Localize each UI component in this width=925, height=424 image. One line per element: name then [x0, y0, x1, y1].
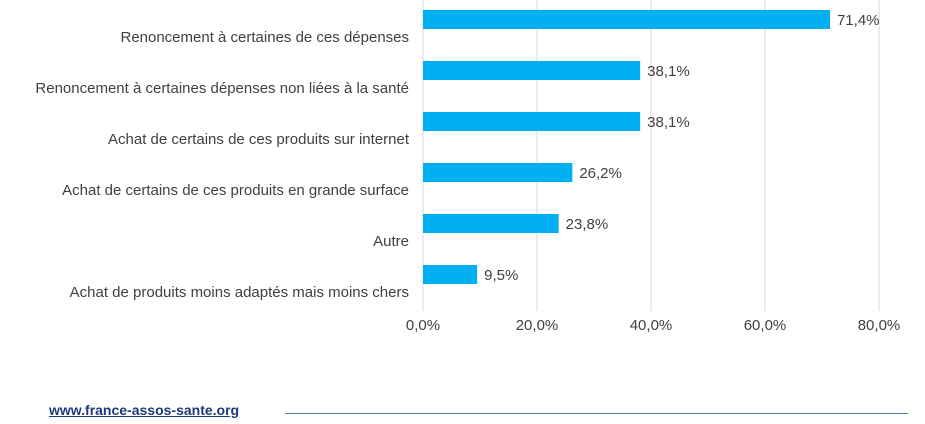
bar-chart: Renoncement à certaines de ces dépenses 7…: [35, 0, 901, 334]
x-tick-label-2: 40,0%: [630, 317, 673, 334]
data-label-5: 9,5%: [484, 267, 518, 284]
footer-divider: [285, 413, 908, 414]
footer-website-link[interactable]: www.france-assos-sante.org: [49, 402, 240, 418]
bar-4: [423, 214, 559, 233]
bar-0: [423, 10, 830, 29]
x-tick-label-1: 20,0%: [516, 317, 559, 334]
category-label-2: Achat de certains de ces produits sur in…: [108, 131, 410, 148]
category-label-0: Renoncement à certaines de ces dépenses: [120, 29, 409, 46]
data-label-0: 71,4%: [837, 12, 880, 29]
x-tick-label-4: 80,0%: [858, 317, 901, 334]
x-tick-label-0: 0,0%: [406, 317, 440, 334]
x-tick-label-3: 60,0%: [744, 317, 787, 334]
bar-3: [423, 163, 573, 182]
data-label-1: 38,1%: [647, 63, 690, 80]
data-label-4: 23,8%: [566, 216, 609, 233]
data-label-2: 38,1%: [647, 114, 690, 131]
bar-5: [423, 265, 478, 284]
category-label-3: Achat de certains de ces produits en gra…: [62, 182, 409, 199]
bar-2: [423, 112, 641, 131]
data-label-3: 26,2%: [579, 165, 622, 182]
category-label-5: Achat de produits moins adaptés mais moi…: [70, 284, 409, 301]
category-label-1: Renoncement à certaines dépenses non lié…: [35, 80, 409, 97]
bar-1: [423, 61, 641, 80]
category-label-4: Autre: [373, 233, 409, 250]
